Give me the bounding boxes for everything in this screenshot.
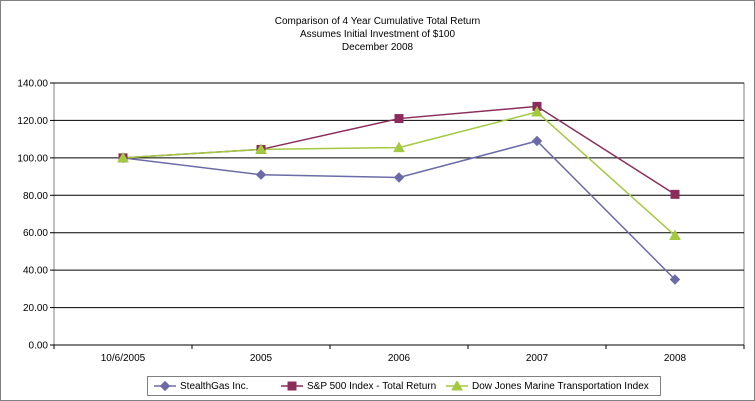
legend-swatch	[446, 381, 468, 391]
chart-title: Comparison of 4 Year Cumulative Total Re…	[1, 15, 754, 54]
legend-item-2: S&P 500 Index - Total Return	[281, 377, 436, 395]
series-1-point	[255, 169, 267, 180]
series-2-point	[394, 114, 404, 124]
legend-swatch	[281, 381, 303, 391]
y-tick-label: 20.00	[23, 303, 48, 314]
chart-title-line-3: December 2008	[341, 42, 414, 53]
legend-swatch-marker	[287, 381, 297, 391]
y-tick-label: 140.00	[17, 79, 48, 90]
series-1-point	[531, 135, 543, 147]
x-tick-label: 2006	[388, 353, 411, 364]
chart-title-line-1: Comparison of 4 Year Cumulative Total Re…	[274, 16, 481, 27]
series-2-point	[670, 189, 680, 199]
y-tick-label: 60.00	[23, 228, 48, 239]
series-3-point	[393, 141, 405, 153]
chart-title-line-2: Assumes Initial Investment of $100	[299, 29, 456, 40]
legend-item-3: Dow Jones Marine Transportation Index	[446, 377, 649, 395]
y-tick-label: 80.00	[23, 191, 48, 202]
y-tick-label: 100.00	[17, 153, 48, 164]
x-tick-label: 10/6/2005	[101, 353, 146, 364]
x-tick-label: 2005	[250, 353, 273, 364]
legend-swatch	[154, 381, 176, 391]
y-tick-label: 0.00	[29, 341, 49, 352]
y-tick-label: 40.00	[23, 266, 48, 277]
series-3-point	[117, 151, 129, 163]
chart-legend: StealthGas Inc. S&P 500 Index - Total Ret…	[147, 376, 661, 396]
series-3-point	[531, 105, 543, 117]
series-1-point	[393, 172, 405, 183]
x-tick-label: 2008	[664, 353, 687, 364]
legend-label: StealthGas Inc.	[180, 380, 249, 392]
legend-swatch-marker	[159, 381, 171, 391]
series-1-point	[669, 274, 681, 285]
series-3-point	[669, 229, 681, 241]
x-tick-label: 2007	[526, 353, 549, 364]
legend-item-1: StealthGas Inc.	[154, 377, 248, 395]
series-3-point	[255, 143, 267, 154]
legend-label: S&P 500 Index - Total Return	[307, 380, 437, 392]
legend-label: Dow Jones Marine Transportation Index	[472, 380, 649, 392]
legend-swatch-marker	[451, 381, 463, 391]
y-tick-label: 120.00	[17, 116, 48, 127]
